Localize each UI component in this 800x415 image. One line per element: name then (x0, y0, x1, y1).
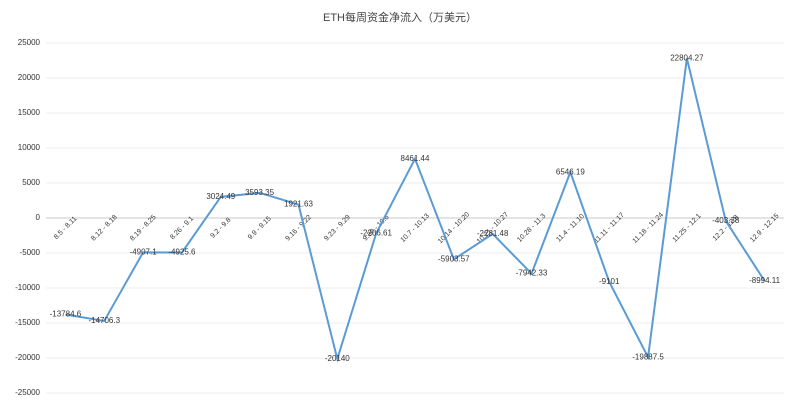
data-label: -7942.33 (516, 269, 548, 278)
data-label: -13784.6 (50, 310, 82, 319)
y-tick-label: 0 (36, 213, 41, 222)
x-tick-label: 11.18 - 11.24 (632, 211, 665, 244)
y-tick-label: -15000 (15, 318, 40, 327)
data-label: 6546.19 (556, 167, 585, 176)
data-label: -19887.5 (632, 352, 664, 361)
y-tick-label: 25000 (18, 38, 41, 47)
data-label: -4925.6 (168, 248, 196, 257)
x-tick-label: 11.4 - 11.10 (555, 213, 586, 244)
data-label: 8461.44 (401, 154, 430, 163)
data-label: -2281.48 (477, 229, 509, 238)
y-tick-label: 15000 (18, 108, 41, 117)
y-tick-label: -25000 (15, 388, 40, 397)
data-label: 1921.63 (284, 200, 313, 209)
x-tick-label: 12.9 - 12.15 (749, 212, 780, 243)
chart-title: ETH每周资金净流入（万美元） (323, 10, 477, 24)
data-label: -9101 (599, 277, 620, 286)
x-tick-label: 8.5 - 8.11 (53, 215, 79, 241)
data-label: 22804.27 (670, 53, 704, 62)
y-tick-label: -10000 (15, 283, 40, 292)
x-tick-label: 10.7 - 10.13 (400, 212, 431, 243)
data-label: 3024.49 (206, 192, 235, 201)
y-tick-label: 10000 (18, 143, 41, 152)
data-label: -20140 (325, 354, 350, 363)
data-label: -4907.1 (130, 247, 158, 256)
y-tick-label: 5000 (22, 178, 40, 187)
x-tick-label: 9.9 - 9.15 (247, 215, 273, 241)
y-tick-label: -20000 (15, 353, 40, 362)
data-label: -14706.3 (88, 316, 120, 325)
y-tick-label: 20000 (18, 73, 41, 82)
line (65, 58, 766, 363)
x-tick-label: 9.2 - 9.8 (209, 217, 232, 240)
y-tick-label: -5000 (20, 248, 41, 257)
x-tick-label: 11.11 - 11.17 (593, 212, 626, 245)
x-tick-label: 8.26 - 9.1 (169, 215, 195, 241)
x-tick-label: 11.25 - 12.1 (672, 213, 703, 244)
data-label: -8994.11 (749, 276, 781, 285)
data-label: -2206.61 (360, 229, 392, 238)
data-label: -403.38 (712, 216, 740, 225)
data-label: -5903.57 (438, 254, 470, 263)
data-label: 3593.35 (245, 188, 274, 197)
x-tick-label: 10.28 - 11.3 (516, 213, 547, 244)
